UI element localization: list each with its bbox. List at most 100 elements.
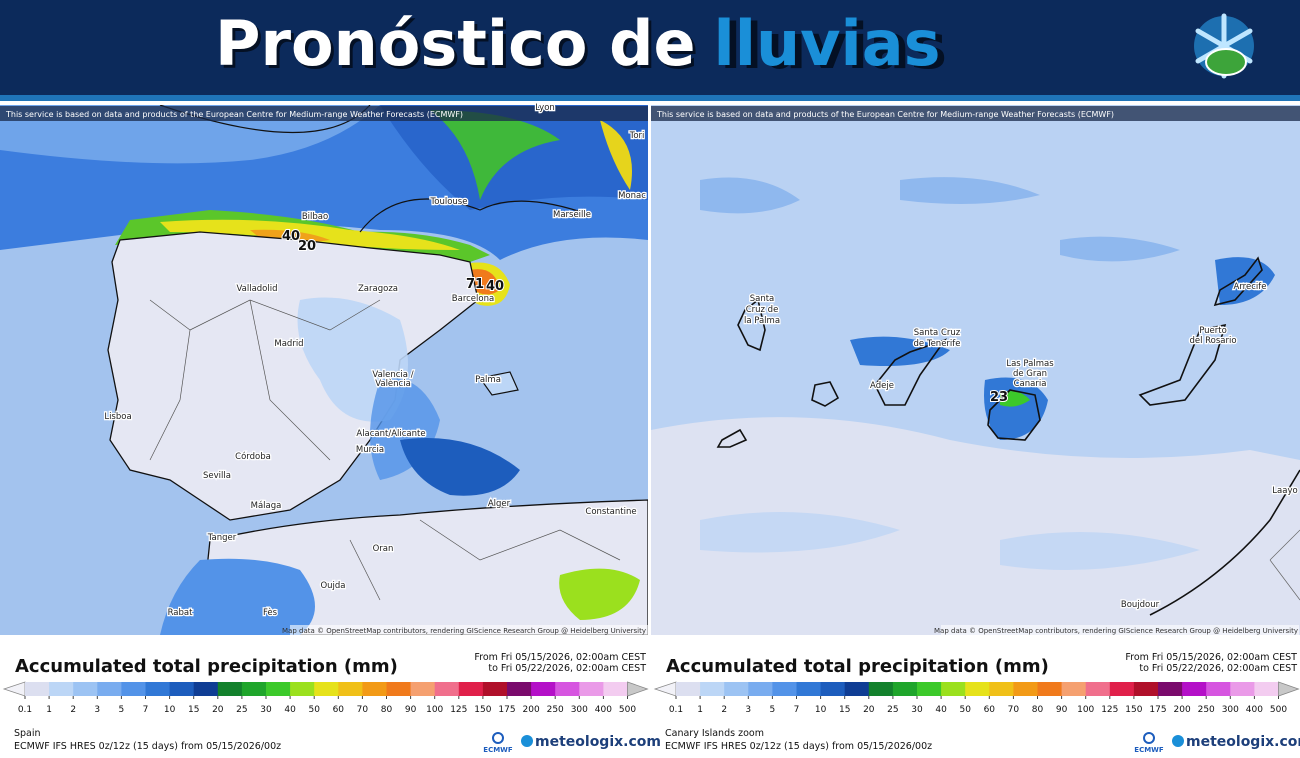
legend-swatch — [97, 682, 122, 696]
legend-swatch — [290, 682, 315, 696]
legend-tick-label: 40 — [284, 705, 296, 715]
legend-swatch — [1206, 682, 1231, 696]
legend-tick-label: 10 — [815, 705, 827, 715]
legend-swatch — [965, 682, 990, 696]
city-label: Santa — [750, 294, 775, 304]
legend-tick-label: 30 — [911, 705, 923, 715]
city-label: Córdoba — [235, 451, 271, 462]
map-shape — [380, 105, 648, 210]
legend-swatch — [193, 682, 219, 696]
legend-tick-label: 1 — [697, 705, 703, 715]
legend-swatch — [410, 682, 436, 696]
legend-tick-label: 200 — [1174, 705, 1191, 715]
legend-swatch — [941, 682, 966, 696]
city-label: Alger — [488, 499, 511, 509]
legend-tick-label: 125 — [1101, 705, 1118, 715]
legend-tick-label: 30 — [260, 705, 272, 715]
map-shape — [1215, 257, 1275, 305]
city-label: Sevilla — [203, 471, 231, 481]
ecmwf-logo — [1143, 732, 1155, 744]
legend-swatch — [241, 682, 267, 696]
legend-swatch — [169, 682, 195, 696]
map-shape — [107, 231, 479, 521]
legend-tick-label: 500 — [619, 705, 636, 715]
dynamic-layer: This service is based on data and produc… — [0, 102, 1300, 754]
region: Canary Islands zoom — [665, 728, 764, 739]
legend-tick-label: 20 — [863, 705, 875, 715]
logo — [1194, 13, 1254, 79]
map-shape — [430, 110, 560, 200]
amount-label: 40 — [486, 279, 504, 294]
legend-tick-label: 5 — [119, 705, 125, 715]
city-label: Cruz de — [746, 305, 779, 315]
legend-tick-label: 5 — [770, 705, 776, 715]
legend-tick-label: 20 — [212, 705, 224, 715]
city-label: Valladolid — [236, 284, 277, 294]
legend-swatch — [531, 682, 556, 696]
legend-tick-label: 125 — [450, 705, 467, 715]
map-canary — [651, 105, 1300, 635]
legend-swatch — [1085, 682, 1111, 696]
map-shape — [1000, 391, 1030, 407]
legend-swatch — [820, 682, 846, 696]
legend-swatch — [1158, 682, 1183, 696]
legend-swatch — [25, 682, 50, 696]
city-label: Las Palmas — [1006, 359, 1054, 369]
city-label: Constantine — [585, 507, 636, 517]
legend-tick-label: 80 — [1032, 705, 1044, 715]
legend-swatch — [73, 682, 98, 696]
map-shape — [700, 512, 1200, 570]
map-shape — [160, 558, 315, 635]
header-bg — [0, 0, 1300, 95]
legend-tick-label: 50 — [959, 705, 971, 715]
map-shape — [359, 198, 591, 233]
legend-tick-label: 70 — [357, 705, 369, 715]
city-label: Palma — [475, 375, 501, 385]
amount-label: 23 — [990, 390, 1008, 405]
legend-tick-label: 400 — [1246, 705, 1263, 715]
map-shape — [600, 120, 632, 190]
panel-divider — [648, 105, 651, 635]
legend-tick-label: 25 — [236, 705, 247, 715]
map-shape — [850, 336, 950, 366]
map-shape — [1149, 469, 1300, 616]
legend-swatch — [338, 682, 363, 696]
legend-swatch — [989, 682, 1014, 696]
legend-swatch — [796, 682, 822, 696]
legend-tick-label: 300 — [571, 705, 588, 715]
notice-bg — [651, 106, 1300, 121]
city-label: Rabat — [168, 608, 194, 618]
city-label: Adeje — [870, 381, 894, 391]
legend-swatch — [266, 682, 291, 696]
legend-tick-label: 300 — [1222, 705, 1239, 715]
legend-tick-label: 175 — [1149, 705, 1166, 715]
legend-tick-label: 2 — [70, 705, 76, 715]
legend-tick-label: 90 — [1056, 705, 1068, 715]
header-stripe — [0, 95, 1300, 101]
city-label: Fès — [263, 607, 278, 618]
legend-tick-label: 90 — [405, 705, 417, 715]
title-highlight: lluvias — [714, 7, 941, 80]
legend-tick-label: 15 — [188, 705, 199, 715]
city-label: Santa Cruz — [914, 328, 961, 338]
city-label: Valencia / — [372, 370, 413, 380]
city-label: Lisboa — [104, 412, 131, 422]
title-shadow: Pronóstico de lluvias — [218, 10, 947, 83]
ecmwf: ECMWF — [1134, 746, 1164, 754]
city-label: Zaragoza — [358, 284, 398, 294]
legend-tick-label: 2 — [721, 705, 727, 715]
map-shape — [1213, 256, 1263, 307]
legend-swatch — [1230, 682, 1255, 696]
map-shape — [419, 519, 621, 561]
attribution: Map data © OpenStreetMap contributors, r… — [934, 627, 1298, 635]
legend-swatch — [145, 682, 171, 696]
legend-tick-label: 7 — [143, 705, 149, 715]
ecmwf: ECMWF — [483, 746, 513, 754]
legend-tick-label: 60 — [333, 705, 345, 715]
legend-tick-label: 80 — [381, 705, 393, 715]
legend-tick-label: 200 — [523, 705, 540, 715]
legend-arrow-low — [653, 681, 677, 697]
legend-tick-label: 150 — [474, 705, 491, 715]
city-label: Bilbao — [302, 212, 328, 222]
map-shape — [189, 299, 381, 331]
